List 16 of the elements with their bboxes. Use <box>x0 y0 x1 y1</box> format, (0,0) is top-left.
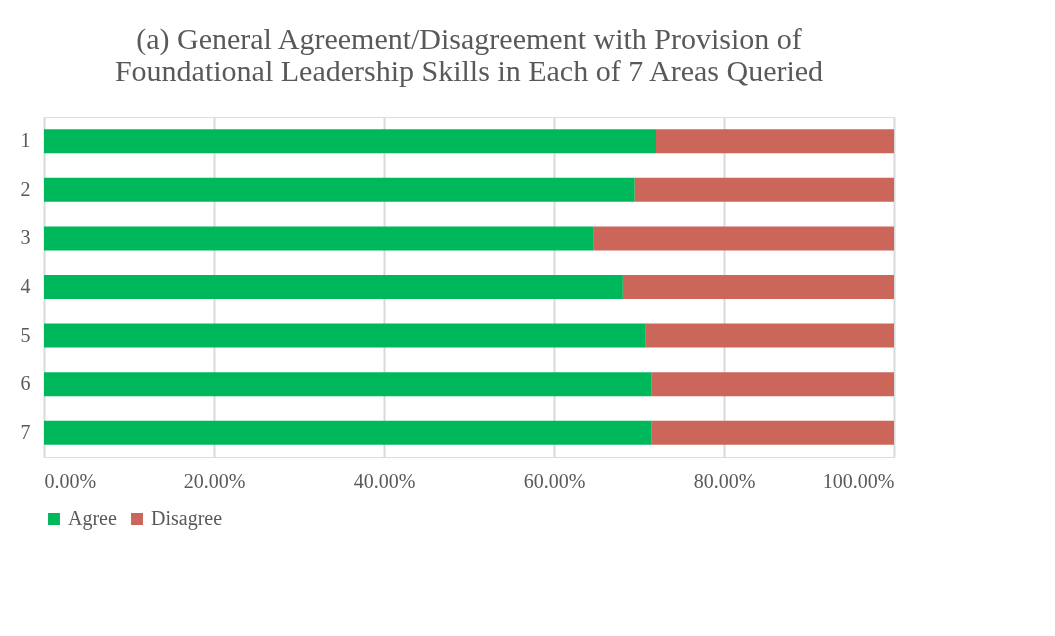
x-tick-label: 60.00% <box>523 469 586 492</box>
chart-title: (a) General Agreement/Disagreement with Provision of Foundational Leadership Skills in Each of 7 Areas Queried <box>114 22 824 87</box>
y-tick-label: 2 <box>20 177 31 200</box>
x-tick-label: 20.00% <box>183 469 246 492</box>
x-tick-label: 40.00% <box>353 469 416 492</box>
x-tick-label: 80.00% <box>693 469 756 492</box>
legend-label: Disagree <box>151 507 223 530</box>
y-tick-label: 6 <box>20 372 31 395</box>
y-tick-label: 3 <box>20 226 31 249</box>
y-tick-label: 4 <box>20 275 31 297</box>
legend-label: Agree <box>68 507 117 530</box>
y-tick-label: 1 <box>20 129 31 152</box>
x-tick-label: 0.00% <box>44 469 97 492</box>
y-tick-label: 5 <box>20 323 31 346</box>
y-tick-label: 7 <box>20 420 31 443</box>
x-tick-label: 100.00% <box>822 469 895 492</box>
